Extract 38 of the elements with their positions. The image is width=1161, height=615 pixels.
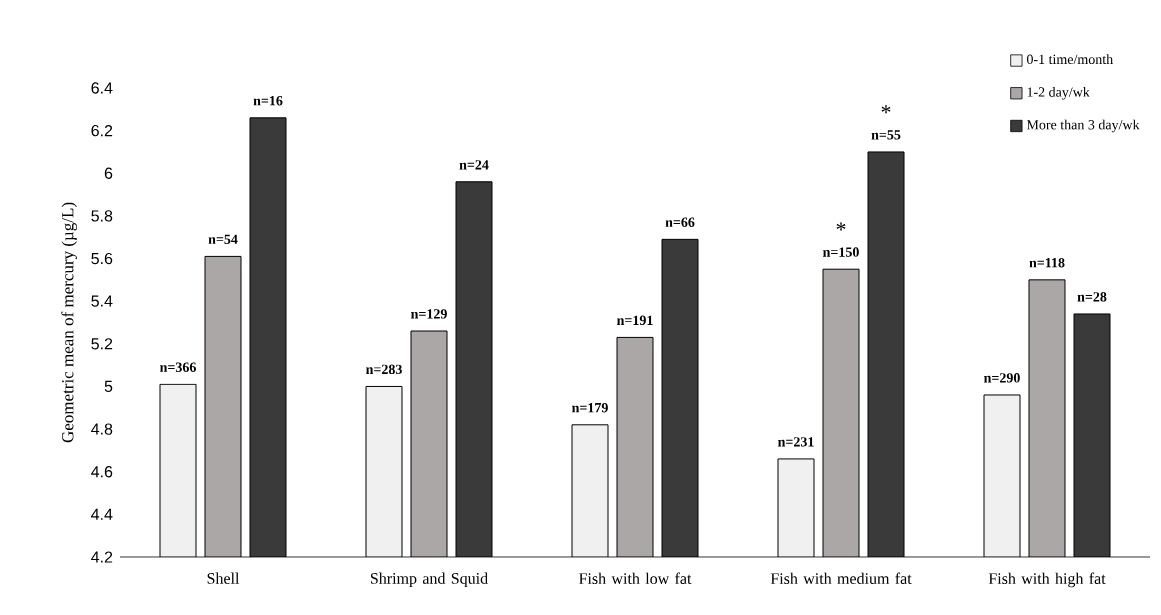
- annotation: n=366: [160, 362, 196, 372]
- annotation: *: [881, 105, 891, 114]
- annotation: n=28: [1077, 292, 1107, 302]
- y-tick-label: 4.2: [91, 551, 113, 563]
- y-tick-label: 4.4: [91, 508, 113, 520]
- x-tick-label: Fish with high fat: [988, 572, 1106, 588]
- x-tick-label: Fish with low fat: [579, 572, 692, 585]
- legend-label: More than 3 day/wk: [1026, 119, 1140, 133]
- annotation: n=283: [366, 364, 402, 375]
- annotation: n=231: [778, 437, 814, 447]
- x-tick-label: Fish with medium fat: [770, 572, 912, 585]
- annotation: n=129: [411, 309, 447, 319]
- y-axis-title: Geometric mean of mercury (µg/L): [61, 202, 77, 443]
- annotation: n=66: [665, 217, 695, 227]
- y-tick-label: 4.8: [91, 423, 113, 435]
- y-tick-label: 6.2: [91, 124, 113, 137]
- y-tick-label: 5.6: [91, 252, 113, 265]
- annotation: n=16: [253, 96, 283, 106]
- annotation: n=179: [572, 403, 608, 413]
- x-tick-label: Shrimp and Squid: [370, 572, 488, 588]
- annotation: n=24: [459, 160, 489, 170]
- annotation: n=54: [208, 234, 238, 244]
- y-tick-label: 5.8: [91, 210, 113, 222]
- annotation: n=118: [1029, 258, 1065, 268]
- y-tick-label: 6: [104, 167, 113, 179]
- y-tick-label: 5.4: [91, 295, 113, 307]
- annotation: n=191: [617, 315, 653, 325]
- x-tick-label: Shell: [207, 572, 240, 584]
- y-tick-label: 5.2: [91, 338, 113, 350]
- y-tick-label: 6.4: [91, 82, 113, 94]
- annotation: n=290: [984, 373, 1020, 383]
- y-tick-label: 5: [104, 380, 113, 393]
- y-tick-label: 4.6: [91, 466, 113, 478]
- annotation: n=55: [871, 130, 901, 140]
- legend-label: 0-1 time/month: [1027, 54, 1113, 65]
- legend-label: 1-2 day/wk: [1027, 86, 1090, 100]
- annotation: *: [836, 222, 846, 231]
- annotation: n=150: [823, 247, 859, 257]
